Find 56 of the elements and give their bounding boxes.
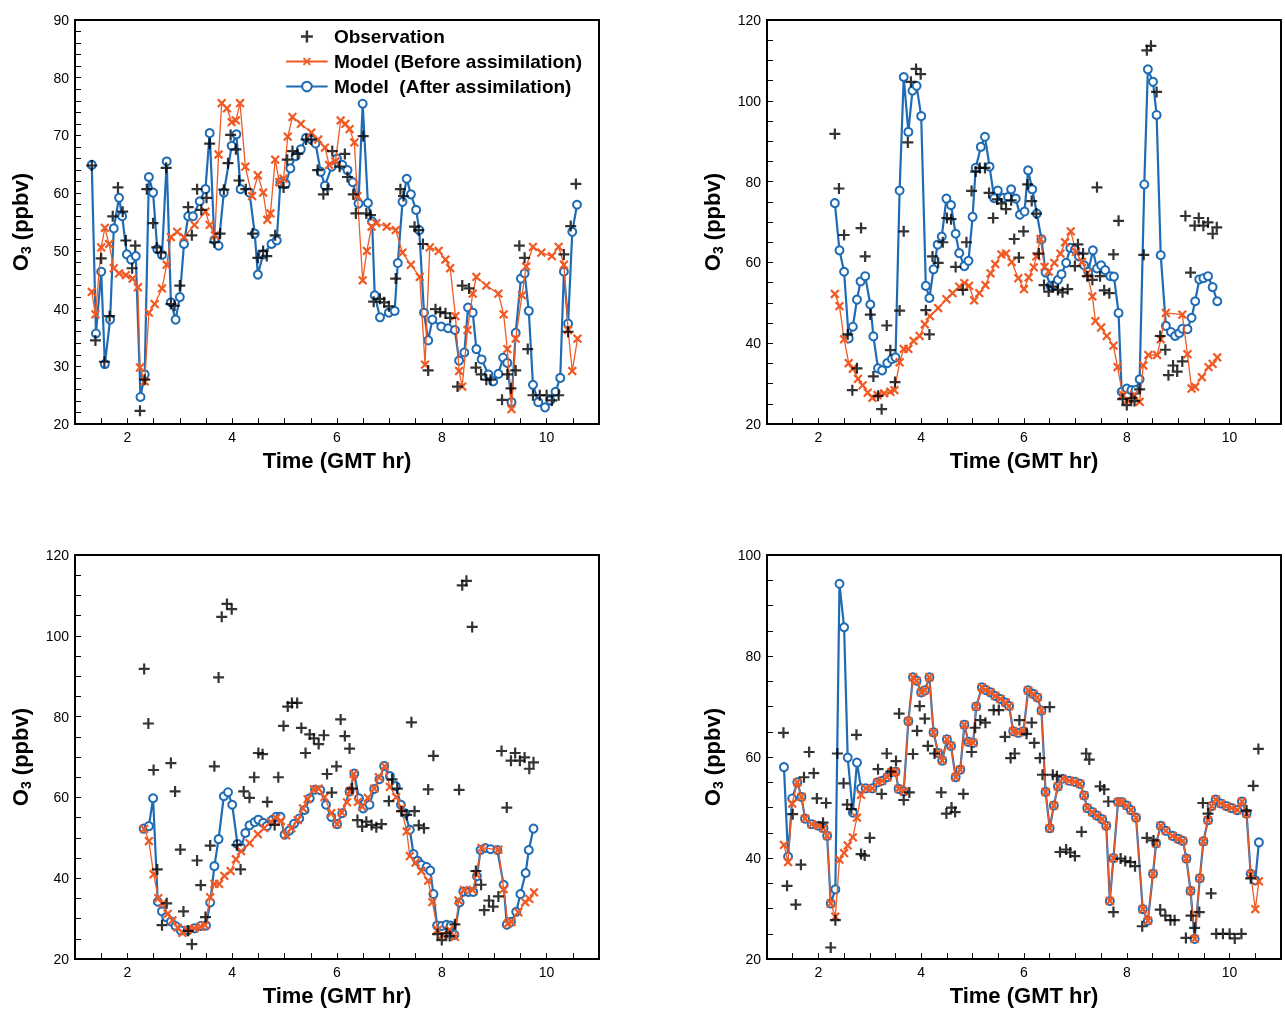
legend-label: Model (After assimilation)	[333, 76, 572, 97]
y-axis-title: O3 (ppbv)	[7, 172, 34, 272]
x-tick-label: 8	[437, 964, 446, 981]
x-tick-label: 2	[814, 964, 823, 981]
y-tick-label: 100	[737, 547, 762, 563]
x-axis-title: Time (GMT hr)	[949, 982, 1099, 1008]
y-tick-label: 30	[53, 358, 70, 375]
y-tick-label: 20	[745, 951, 762, 968]
y-tick-label: 80	[53, 69, 70, 86]
y-tick-label: 60	[53, 789, 70, 806]
y-tick-label: 40	[53, 870, 70, 887]
x-tick-label: 10	[1221, 429, 1238, 446]
y-tick-label: 40	[745, 335, 762, 352]
x-tick-label: 2	[123, 429, 132, 446]
y-tick-label: 120	[45, 547, 70, 563]
x-tick-label: 8	[437, 429, 446, 446]
y-tick-label: 120	[737, 12, 762, 28]
y-tick-label: 100	[45, 627, 70, 644]
y-axis-title: O3 (ppbv)	[699, 707, 726, 807]
y-tick-label: 80	[745, 648, 762, 665]
legend-label: Observation	[333, 26, 445, 47]
x-tick-label: 10	[538, 964, 555, 981]
x-tick-label: 6	[333, 964, 342, 981]
y-tick-label: 60	[53, 185, 70, 202]
x-tick-label: 2	[814, 429, 823, 446]
x-axis-title: Time (GMT hr)	[949, 447, 1099, 473]
x-tick-label: 4	[228, 964, 237, 981]
y-tick-label: 20	[53, 951, 70, 968]
y-tick-label: 100	[737, 92, 762, 109]
x-tick-label: 6	[333, 429, 342, 446]
x-tick-label: 8	[1122, 964, 1131, 981]
x-tick-label: 8	[1122, 429, 1131, 446]
y-tick-label: 20	[53, 416, 70, 433]
x-tick-label: 10	[538, 429, 555, 446]
x-tick-label: 4	[917, 429, 926, 446]
y-tick-label: 80	[53, 708, 70, 725]
x-axis-title: Time (GMT hr)	[262, 982, 412, 1008]
x-axis-title: Time (GMT hr)	[262, 447, 412, 473]
x-tick-label: 6	[1020, 429, 1029, 446]
x-tick-label: 4	[917, 964, 926, 981]
x-tick-label: 2	[123, 964, 132, 981]
y-tick-label: 80	[745, 173, 762, 190]
x-tick-label: 6	[1020, 964, 1029, 981]
x-tick-label: 10	[1221, 964, 1238, 981]
y-tick-label: 40	[53, 300, 70, 317]
y-axis-title: O3 (ppbv)	[7, 707, 34, 807]
y-axis-title: O3 (ppbv)	[699, 172, 726, 272]
y-tick-label: 90	[53, 12, 70, 28]
x-tick-label: 4	[228, 429, 237, 446]
y-tick-label: 70	[53, 127, 70, 144]
legend-label: Model (Before assimilation)	[333, 51, 583, 72]
y-tick-label: 50	[53, 242, 70, 259]
y-tick-label: 60	[745, 254, 762, 271]
y-tick-label: 60	[745, 749, 762, 766]
y-tick-label: 40	[745, 850, 762, 867]
y-tick-label: 20	[745, 416, 762, 433]
